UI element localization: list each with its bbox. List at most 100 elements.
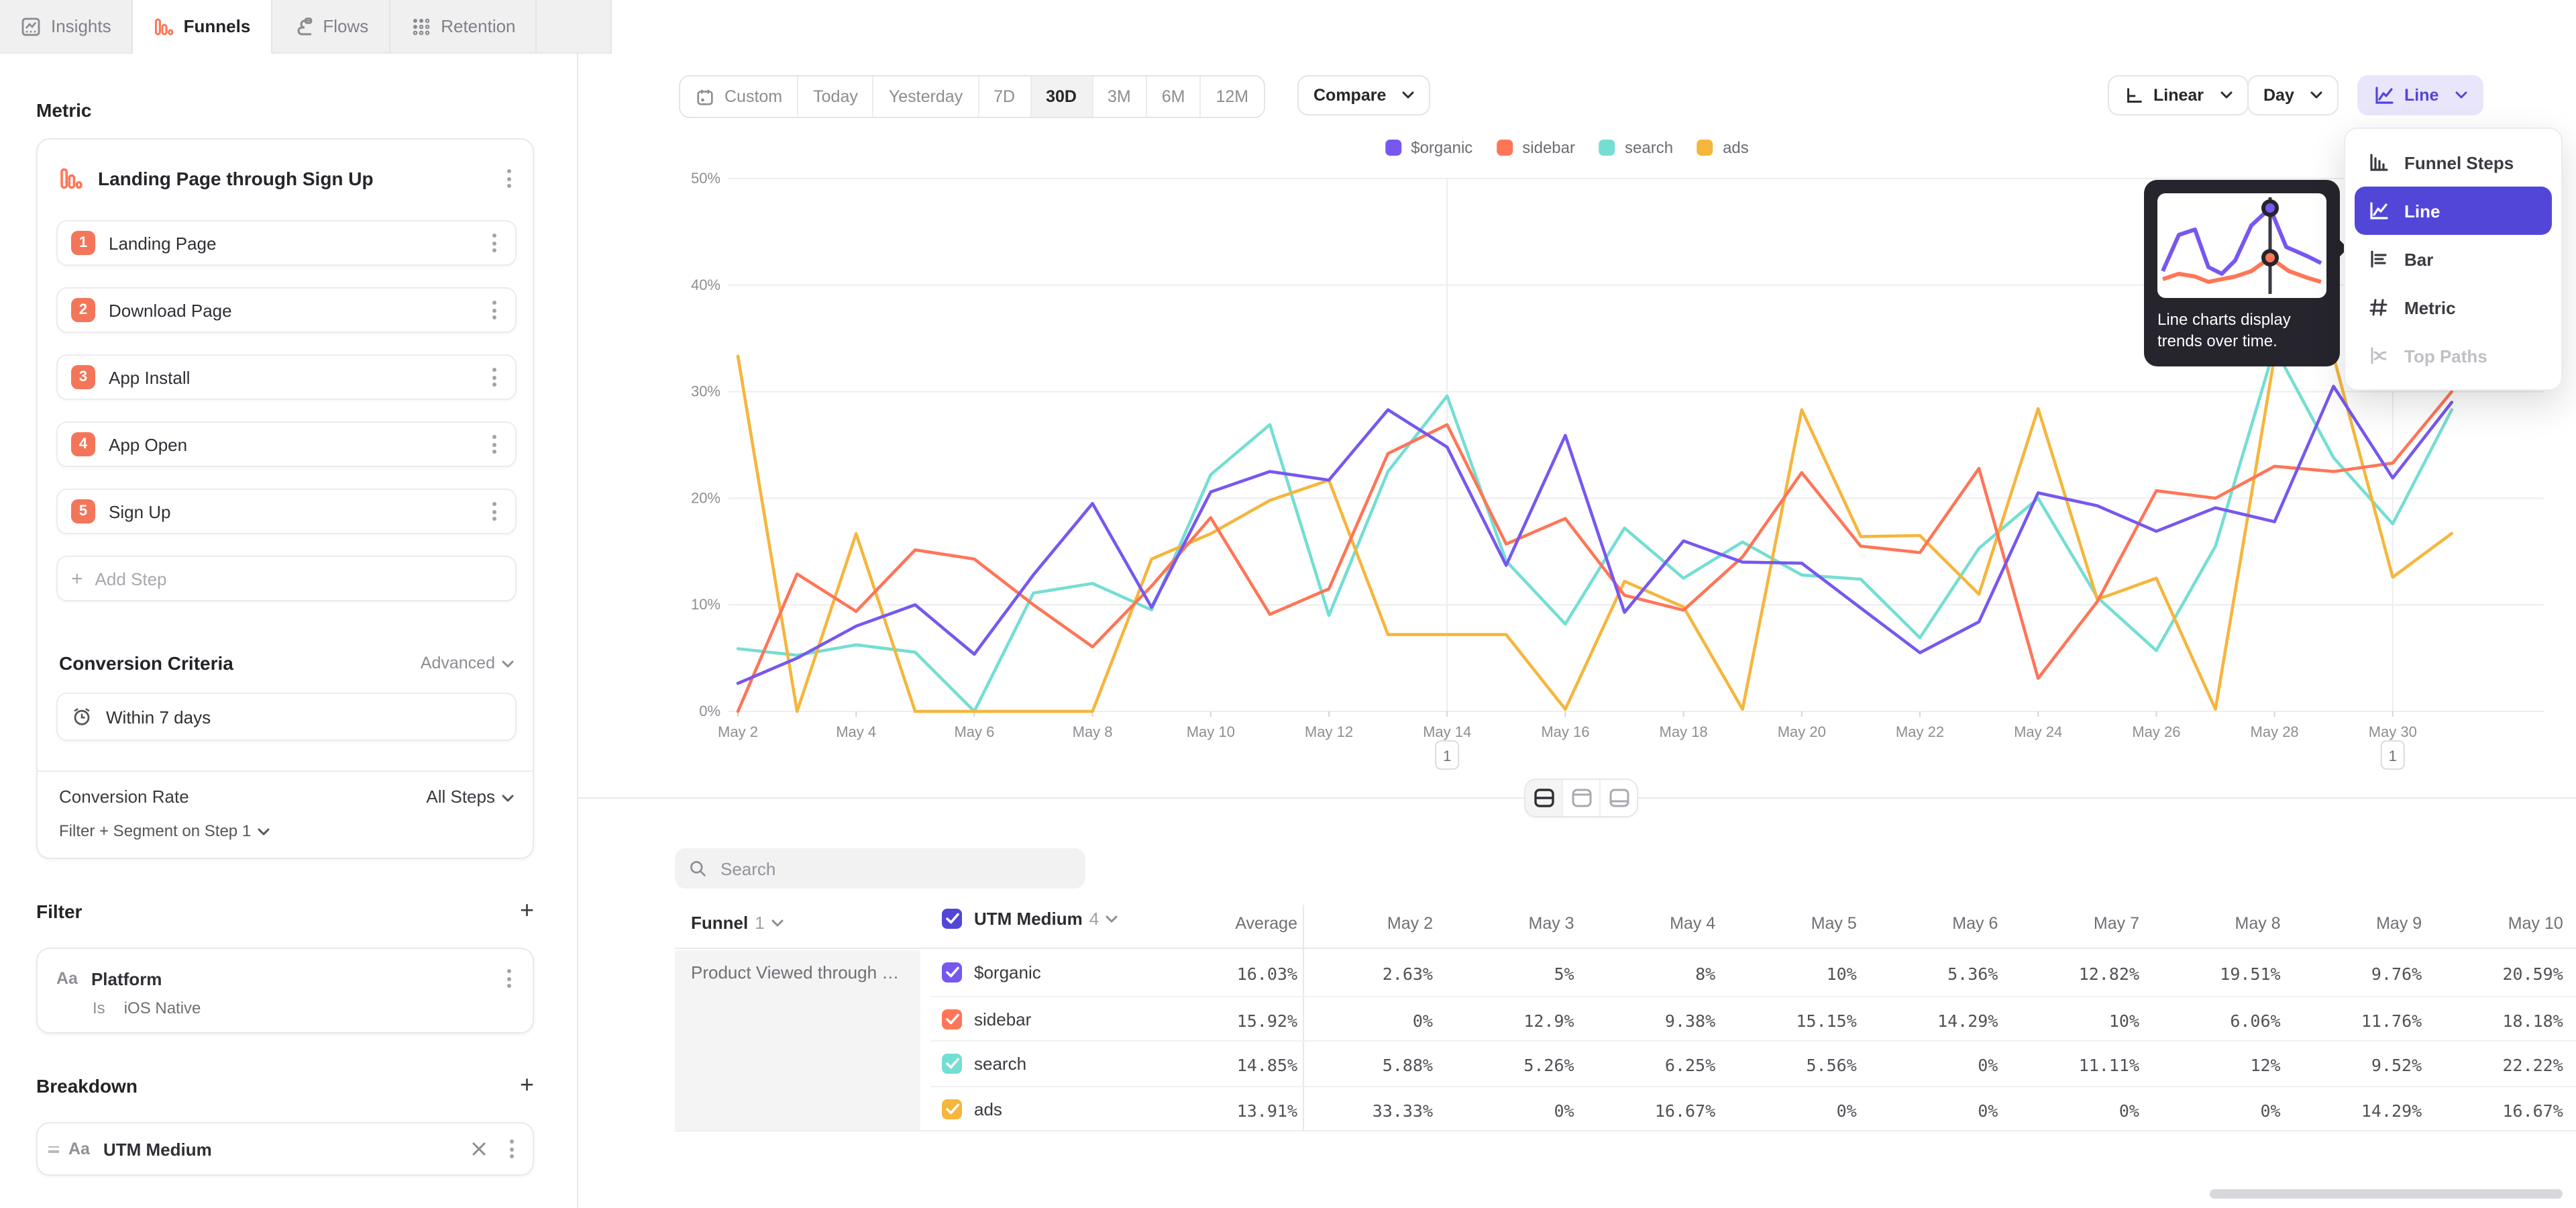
tab-label: Insights xyxy=(51,16,111,36)
breakdown-column-header[interactable]: UTM Medium 4 xyxy=(942,909,1118,929)
scale-dropdown[interactable]: Linear xyxy=(2108,75,2249,115)
step-kebab-icon[interactable] xyxy=(486,497,502,526)
step-label: App Open xyxy=(109,434,188,454)
filter-segment-dropdown[interactable]: Filter + Segment on Step 1 xyxy=(59,821,270,840)
split-view-button[interactable] xyxy=(1525,780,1563,816)
chart-type-dropdown[interactable]: Line xyxy=(2357,75,2483,115)
data-cell: 0% xyxy=(1978,1055,1998,1075)
tab-insights[interactable]: Insights xyxy=(0,0,133,52)
add-step-label: Add Step xyxy=(95,568,167,589)
compare-button[interactable]: Compare xyxy=(1297,75,1431,115)
funnel-kebab-icon[interactable] xyxy=(500,164,517,193)
range-today[interactable]: Today xyxy=(798,77,874,117)
step-kebab-icon[interactable] xyxy=(486,430,502,459)
date-column-header: May 9 xyxy=(2376,914,2422,933)
tab-funnels[interactable]: Funnels xyxy=(132,0,272,54)
breakdown-kebab-icon[interactable] xyxy=(503,1134,519,1164)
breakdown-card[interactable]: Aa UTM Medium xyxy=(36,1122,534,1176)
chevron-down-icon xyxy=(2220,91,2232,99)
data-cell: 8% xyxy=(1695,964,1716,984)
range-3m[interactable]: 3M xyxy=(1093,77,1147,117)
view-toggles xyxy=(1524,778,1638,817)
data-cell: 11.11% xyxy=(2078,1055,2139,1075)
menu-item-line[interactable]: Line xyxy=(2355,187,2552,235)
search-input[interactable] xyxy=(718,857,1072,880)
legend-item-sidebar[interactable]: sidebar xyxy=(1497,138,1575,157)
menu-item-funnel-steps[interactable]: Funnel Steps xyxy=(2355,138,2552,187)
chart-legend: $organic sidebar search ads xyxy=(1385,138,1749,157)
legend-item-search[interactable]: search xyxy=(1599,138,1673,157)
range-30d[interactable]: 30D xyxy=(1031,77,1093,117)
filter-kebab-icon[interactable] xyxy=(500,964,517,993)
funnel-step-landing-page[interactable]: 1 Landing Page xyxy=(56,220,517,266)
date-column-header: May 2 xyxy=(1387,914,1433,933)
data-cell: 12.82% xyxy=(2078,964,2139,984)
menu-item-label: Line xyxy=(2404,201,2440,221)
data-cell: 15.15% xyxy=(1796,1010,1857,1030)
range-custom[interactable]: Custom xyxy=(680,77,799,117)
data-cell: 18.18% xyxy=(2502,1010,2563,1030)
add-breakdown-button[interactable]: + xyxy=(519,1071,534,1098)
funnel-step-app-open[interactable]: 4 App Open xyxy=(56,421,517,467)
chart-type-menu: Funnel Steps Line Bar Metric Top Paths xyxy=(2344,128,2563,391)
funnel-name: Landing Page through Sign Up xyxy=(98,168,374,189)
chart-only-view-button[interactable] xyxy=(1563,780,1601,816)
step-kebab-icon[interactable] xyxy=(486,362,502,392)
advanced-dropdown[interactable]: Advanced xyxy=(421,654,514,672)
conversion-window[interactable]: Within 7 days xyxy=(56,693,517,741)
string-type-icon: Aa xyxy=(68,1140,90,1158)
tab-retention[interactable]: Retention xyxy=(390,0,537,52)
utm-checkbox[interactable] xyxy=(942,909,962,929)
table-only-view-button[interactable] xyxy=(1601,780,1637,816)
range-yesterday[interactable]: Yesterday xyxy=(874,77,979,117)
menu-item-metric[interactable]: Metric xyxy=(2355,283,2552,332)
filter-property: Platform xyxy=(91,968,162,989)
series-checkbox[interactable] xyxy=(942,1099,962,1119)
compare-label: Compare xyxy=(1313,86,1387,105)
remove-breakdown-icon[interactable] xyxy=(471,1141,487,1157)
table-search[interactable] xyxy=(675,848,1085,889)
step-kebab-icon[interactable] xyxy=(486,228,502,258)
menu-item-bar[interactable]: Bar xyxy=(2355,235,2552,283)
linear-scale-icon xyxy=(2124,85,2144,105)
chevron-down-icon xyxy=(1106,915,1118,923)
conversion-rate-dropdown[interactable]: All Steps xyxy=(426,787,514,807)
report-tabs: Insights Funnels Flows Retention xyxy=(0,0,612,54)
table-row-ads: ads 13.91% 33.33% 0% 16.67% 0% 0% 0% 0% 14.29% 16.… xyxy=(931,1085,2576,1131)
series-checkbox[interactable] xyxy=(942,1054,962,1074)
funnel-column-header[interactable]: Funnel 1 xyxy=(691,913,784,933)
legend-item-organic[interactable]: $organic xyxy=(1385,138,1472,157)
step-kebab-icon[interactable] xyxy=(486,295,502,325)
tooltip-text: Line charts display trends over time. xyxy=(2157,310,2291,350)
breakdown-heading: Breakdown xyxy=(36,1074,138,1096)
filter-operator[interactable]: Is xyxy=(93,999,105,1017)
funnel-name-cell[interactable]: Product Viewed through P… xyxy=(675,950,920,1130)
svg-text:May 20: May 20 xyxy=(1778,723,1826,740)
legend-swatch xyxy=(1497,140,1513,156)
funnel-step-sign-up[interactable]: 5 Sign Up xyxy=(56,489,517,534)
breakdown-col-label: UTM Medium xyxy=(974,909,1083,929)
range-7d[interactable]: 7D xyxy=(979,77,1032,117)
interval-dropdown[interactable]: Day xyxy=(2247,75,2339,115)
funnel-col-label: Funnel xyxy=(691,913,749,933)
series-checkbox[interactable] xyxy=(942,962,962,983)
filter-card[interactable]: Aa Platform Is iOS Native xyxy=(36,948,534,1034)
add-step-button[interactable]: + Add Step xyxy=(56,556,517,601)
range-6m[interactable]: 6M xyxy=(1147,77,1201,117)
range-12m[interactable]: 12M xyxy=(1201,77,1264,117)
series-checkbox[interactable] xyxy=(942,1009,962,1029)
horizontal-scrollbar[interactable] xyxy=(2210,1189,2563,1199)
step-number-badge: 3 xyxy=(71,365,95,389)
step-label: Landing Page xyxy=(109,233,217,253)
legend-label: ads xyxy=(1723,138,1749,157)
add-filter-button[interactable]: + xyxy=(519,897,534,923)
line-chart[interactable]: 0% 10% 20% 30% 40% 50% May 2 May 4 May 6 May 8 May… xyxy=(578,129,2576,787)
drag-handle-icon[interactable] xyxy=(48,1146,59,1152)
filter-value[interactable]: iOS Native xyxy=(123,999,201,1017)
legend-item-ads[interactable]: ads xyxy=(1697,138,1749,157)
range-label: 3M xyxy=(1108,87,1131,106)
step-number-badge: 4 xyxy=(71,432,95,456)
funnel-step-app-install[interactable]: 3 App Install xyxy=(56,354,517,400)
tab-flows[interactable]: Flows xyxy=(272,0,390,52)
funnel-step-download-page[interactable]: 2 Download Page xyxy=(56,287,517,333)
